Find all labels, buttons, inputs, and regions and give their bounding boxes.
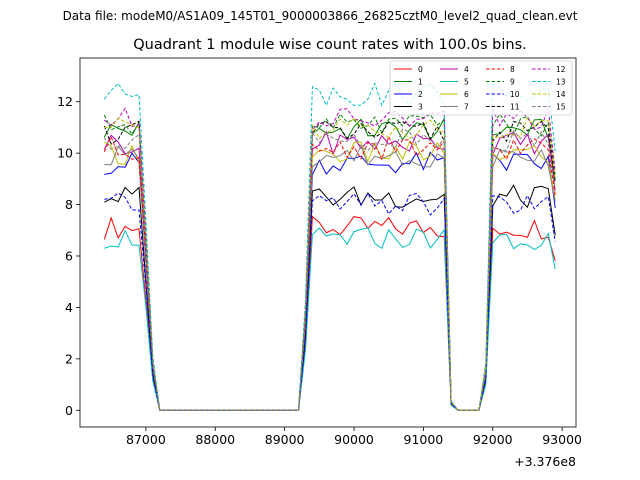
y-tick-label: 12	[57, 94, 73, 109]
legend-entry-5: 5	[440, 77, 469, 86]
legend-entry-3: 3	[394, 102, 423, 111]
legend-label: 2	[418, 90, 423, 99]
y-tick-label: 4	[65, 300, 73, 315]
legend-label: 7	[464, 102, 469, 111]
legend-entry-9: 9	[486, 77, 515, 86]
x-tick-label: 92000	[473, 432, 513, 447]
x-offset-text: +3.376e8	[514, 454, 576, 469]
legend-entry-7: 7	[440, 102, 469, 111]
series-line-8	[103, 135, 556, 411]
y-tick-label: 6	[65, 249, 73, 264]
legend-label: 5	[464, 77, 469, 86]
legend-entry-10: 10	[486, 90, 520, 99]
y-tick-label: 0	[65, 403, 73, 418]
legend-entry-11: 11	[486, 102, 520, 111]
x-tick-label: 91000	[404, 432, 444, 447]
legend-label: 8	[510, 65, 515, 74]
y-tick-label: 8	[65, 197, 73, 212]
x-tick-label: 87000	[126, 432, 166, 447]
x-tick-label: 90000	[334, 432, 374, 447]
legend-label: 9	[510, 77, 515, 86]
axes-layer: 87000 88000 89000 90000 91000 92000 93000 0 2 4 6 8…	[57, 94, 582, 447]
series-line-11	[103, 120, 556, 411]
legend-entry-0: 0	[394, 65, 423, 74]
legend-label: 13	[556, 77, 566, 86]
legend-label: 4	[464, 65, 469, 74]
legend-label: 3	[418, 102, 423, 111]
legend-entry-13: 13	[532, 77, 566, 86]
legend-entry-2: 2	[394, 90, 423, 99]
series-line-12	[104, 107, 556, 411]
y-tick-label: 2	[65, 351, 73, 366]
y-tick-label: 10	[57, 146, 73, 161]
x-tick-label: 89000	[265, 432, 305, 447]
legend-entry-12: 12	[532, 65, 566, 74]
x-tick-label: 88000	[195, 432, 235, 447]
x-tick-label: 93000	[542, 432, 582, 447]
legend-entry-15: 15	[532, 102, 566, 111]
legend-label: 0	[418, 65, 423, 74]
series-line-14	[104, 116, 556, 411]
legend-label: 1	[418, 77, 423, 86]
legend-label: 14	[556, 90, 566, 99]
legend-entry-1: 1	[394, 77, 423, 86]
series-line-7	[104, 144, 556, 411]
plot-area-frame	[79, 57, 577, 428]
chart-title: Quadrant 1 module wise count rates with …	[133, 37, 527, 53]
series-line-15	[103, 128, 556, 411]
legend-entry-14: 14	[532, 90, 566, 99]
series-line-9	[103, 113, 556, 411]
legend-label: 6	[464, 90, 469, 99]
series-line-1	[103, 116, 556, 411]
legend-label: 11	[510, 102, 520, 111]
legend-entry-8: 8	[486, 65, 515, 74]
legend-label: 10	[510, 90, 520, 99]
legend-entry-6: 6	[440, 90, 469, 99]
series-line-4	[103, 130, 556, 411]
legend-entry-4: 4	[440, 65, 469, 74]
chart-suptitle: Data file: modeM0/AS1A09_145T01_90000038…	[63, 9, 578, 23]
legend-label: 12	[556, 65, 566, 74]
legend-label: 15	[556, 102, 566, 111]
series-layer	[103, 81, 556, 411]
